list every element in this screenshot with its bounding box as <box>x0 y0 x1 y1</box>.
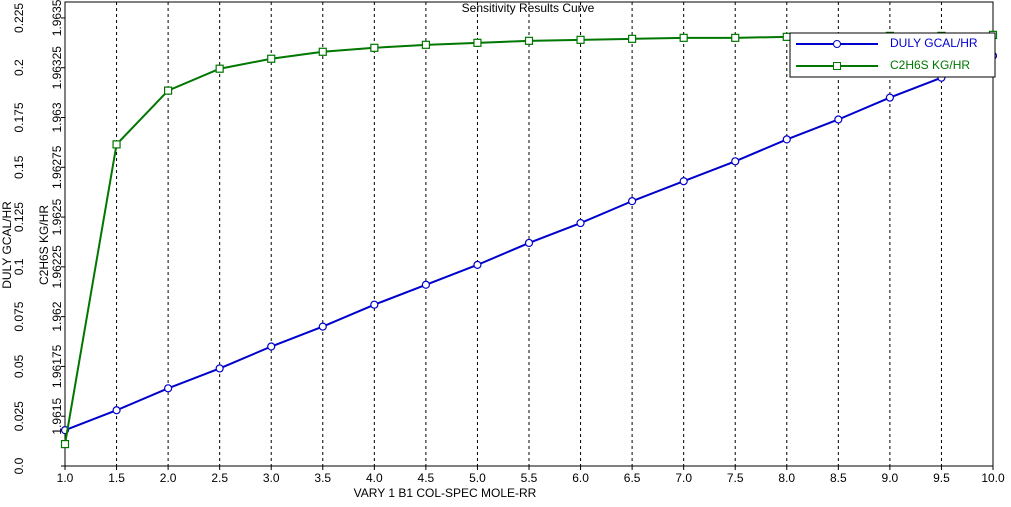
y-tick-label: 0.225 <box>12 3 26 33</box>
marker <box>576 218 585 228</box>
x-tick-label: 5.5 <box>521 471 538 485</box>
x-tick-label: 8.5 <box>830 471 847 485</box>
marker <box>473 260 482 269</box>
x-tick-label: 2.5 <box>211 471 228 485</box>
marker <box>628 34 637 43</box>
marker <box>731 157 740 166</box>
marker <box>421 40 430 49</box>
marker <box>112 140 121 149</box>
y-tick-label: 0.1 <box>12 258 26 275</box>
legend-marker <box>833 62 841 70</box>
x-tick-label: 4.5 <box>418 471 435 485</box>
marker <box>628 197 637 206</box>
x-tick-label: 9.0 <box>882 471 899 485</box>
legend-box <box>789 32 996 78</box>
marker <box>524 36 534 45</box>
y-tick-label: 0.075 <box>12 301 26 331</box>
marker <box>164 86 173 95</box>
marker <box>370 43 379 52</box>
y-axis-label: DULY GCAL/HR <box>0 201 14 289</box>
y2-tick-label: 1.962 <box>50 301 64 331</box>
y2-tick-label: 1.963 <box>50 102 64 132</box>
y-tick-label: 0.175 <box>12 102 26 132</box>
x-tick-label: 9.5 <box>933 471 950 485</box>
marker <box>679 177 688 186</box>
x-tick-label: 4.0 <box>366 471 383 485</box>
legend-marker <box>833 40 841 48</box>
x-tick-label: 6.0 <box>572 471 589 485</box>
chart-title: Sensitivity Results Curve <box>462 1 595 15</box>
marker <box>112 406 121 415</box>
marker <box>267 342 276 351</box>
x-tick-label: 3.0 <box>263 471 280 485</box>
x-tick-label: 3.5 <box>314 471 331 485</box>
marker <box>421 280 430 289</box>
x-tick-label: 6.5 <box>624 471 641 485</box>
x-tick-label: 7.0 <box>675 471 692 485</box>
legend-label: C2H6S KG/HR <box>890 58 970 72</box>
marker <box>318 47 327 56</box>
marker <box>885 93 894 102</box>
y-tick-label: 0.15 <box>12 155 26 179</box>
marker <box>60 439 70 449</box>
marker <box>576 35 585 44</box>
y-tick-label: 0.05 <box>12 354 26 378</box>
marker <box>834 115 843 124</box>
y-tick-label: 0.125 <box>12 202 26 232</box>
x-tick-label: 1.0 <box>57 471 74 485</box>
y2-tick-label: 1.96225 <box>50 245 64 289</box>
y2-tick-label: 1.96275 <box>50 145 64 189</box>
marker <box>164 384 173 393</box>
y-tick-label: 0.0 <box>12 457 26 474</box>
x-tick-label: 8.0 <box>778 471 795 485</box>
marker <box>731 33 740 42</box>
marker <box>782 32 791 41</box>
x-tick-label: 1.5 <box>108 471 125 485</box>
y2-tick-label: 1.96325 <box>50 46 64 90</box>
marker <box>215 364 224 373</box>
marker <box>782 135 791 144</box>
y2-tick-label: 1.9615 <box>50 398 64 435</box>
legend-label: DULY GCAL/HR <box>890 36 978 50</box>
x-tick-label: 7.5 <box>727 471 744 485</box>
marker <box>524 238 534 248</box>
y2-axis-label: C2H6S KG/HR <box>37 205 51 285</box>
marker <box>473 38 482 47</box>
y-tick-label: 0.2 <box>12 59 26 76</box>
x-axis-label: VARY 1 B1 COL-SPEC MOLE-RR <box>354 486 537 500</box>
marker <box>370 300 379 309</box>
marker <box>267 54 276 63</box>
y2-tick-label: 1.96175 <box>50 344 64 388</box>
marker <box>215 64 224 73</box>
marker <box>679 33 688 42</box>
marker <box>318 322 327 331</box>
y2-tick-label: 1.9635 <box>50 0 64 36</box>
y2-tick-label: 1.9625 <box>50 198 64 235</box>
y-tick-label: 0.025 <box>12 401 26 431</box>
x-tick-label: 2.0 <box>160 471 177 485</box>
x-tick-label: 5.0 <box>469 471 486 485</box>
x-tick-label: 10.0 <box>981 471 1005 485</box>
